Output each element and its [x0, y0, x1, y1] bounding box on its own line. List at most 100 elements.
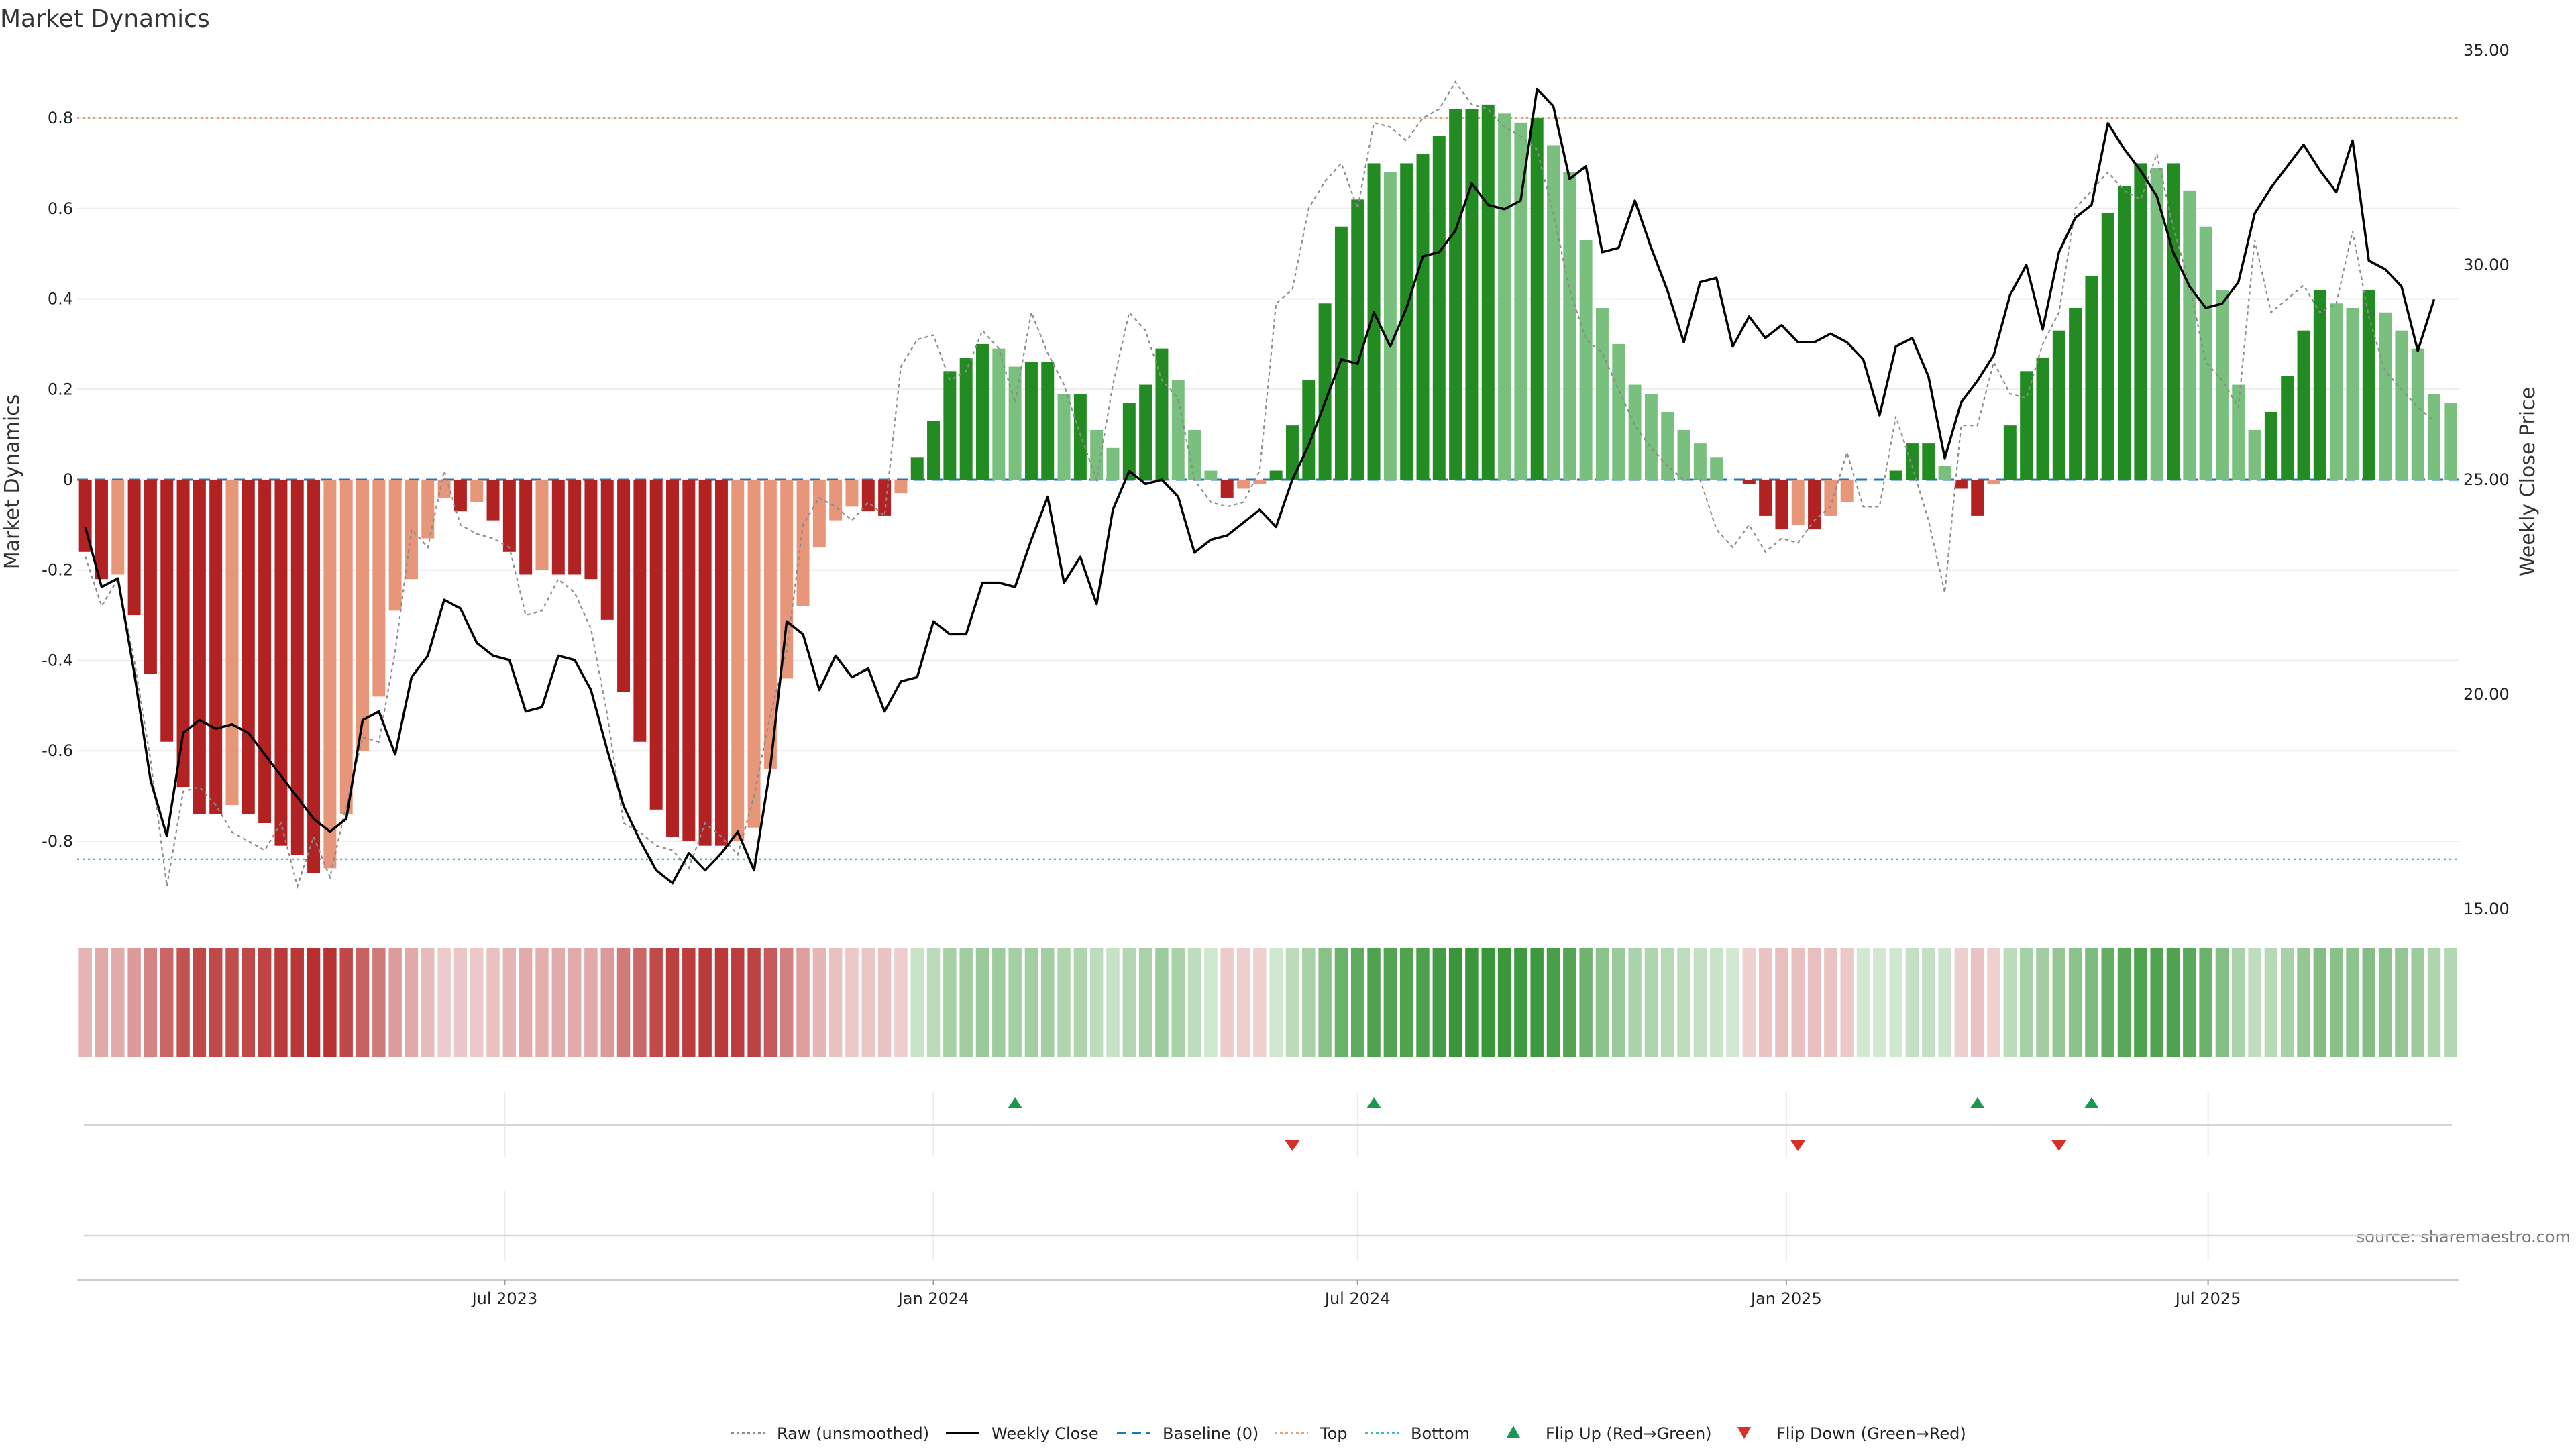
dynamics-bar: [127, 480, 141, 616]
right-tick-label: 15.00: [2463, 900, 2510, 918]
legend-label: Raw (unsmoothed): [777, 1424, 929, 1443]
dynamics-bar: [388, 480, 402, 611]
heat-cell: [1351, 948, 1364, 1057]
heat-cell: [356, 948, 370, 1057]
dynamics-bar: [1334, 226, 1348, 480]
dynamics-bar: [1808, 480, 1821, 530]
heat-cell: [1220, 948, 1234, 1057]
right-tick-label: 20.00: [2463, 685, 2510, 704]
dynamics-bar: [682, 480, 696, 841]
legend-item-bottom: Bottom: [1365, 1424, 1470, 1443]
dynamics-bar: [1579, 239, 1593, 480]
heat-cell: [1399, 948, 1413, 1057]
dynamics-bar: [1547, 145, 1560, 480]
heat-cell: [1024, 948, 1038, 1057]
heat-cell: [1089, 948, 1104, 1057]
heat-cell: [1742, 948, 1756, 1057]
heat-cell: [274, 948, 288, 1057]
left-tick-label: 0.8: [48, 109, 73, 127]
heat-cell: [160, 948, 174, 1057]
heat-cell: [1791, 948, 1805, 1057]
heat-cell: [2329, 948, 2343, 1057]
heat-cell: [714, 948, 729, 1057]
dynamics-bar: [258, 480, 272, 823]
dynamics-bar: [1024, 362, 1038, 480]
dynamics-bar: [2297, 330, 2310, 480]
dynamics-bar: [1759, 480, 1772, 516]
heat-cell: [2280, 948, 2294, 1057]
dynamics-bar: [2020, 371, 2033, 480]
heat-cell: [193, 948, 207, 1057]
dynamics-bar: [307, 480, 321, 873]
dynamics-bar: [1351, 199, 1364, 480]
heat-cell: [1514, 948, 1527, 1057]
heat-cell: [2117, 948, 2131, 1057]
dynamics-bar: [1090, 429, 1104, 480]
flip-down-marker: [2051, 1140, 2067, 1151]
dynamics-bar: [1710, 457, 1723, 480]
left-axis-ticks: -0.8 -0.6 -0.4 -0.2 0 0.2 0.4 0.6 0.8: [42, 109, 73, 851]
heat-cell: [698, 948, 712, 1057]
dynamics-bar: [1057, 394, 1071, 480]
heat-cell: [910, 948, 924, 1057]
heat-cell: [78, 948, 92, 1057]
source-note: source: sharemaestro.com: [2357, 1228, 2571, 1246]
heat-cell: [1367, 948, 1381, 1057]
dynamics-bar: [2101, 213, 2114, 480]
heat-cell: [2134, 948, 2147, 1057]
heat-cell: [1612, 948, 1625, 1057]
flip-up-marker: [1970, 1097, 1985, 1108]
heat-cell: [2150, 948, 2163, 1057]
heat-cell: [926, 948, 941, 1057]
right-axis-title: Weekly Close Price: [2516, 387, 2540, 576]
left-tick-label: 0: [63, 470, 73, 489]
heat-cell: [1041, 948, 1055, 1057]
legend-swatch: [1507, 1426, 1520, 1438]
regime-heatmap-strip: [78, 948, 2457, 1057]
heat-cell: [616, 948, 631, 1057]
dynamics-bar: [763, 480, 777, 769]
raw-series: [85, 80, 2435, 890]
heat-cell: [1481, 948, 1495, 1057]
heat-cell: [1677, 948, 1690, 1057]
dynamics-bar: [2003, 425, 2017, 480]
weekly-close-line: [84, 87, 2436, 885]
dynamics-bar: [2150, 168, 2163, 480]
dynamics-bar: [617, 480, 631, 692]
heat-cell: [682, 948, 696, 1057]
heat-cell: [2248, 948, 2261, 1057]
dynamics-bar: [1922, 443, 1935, 480]
heat-cell: [1008, 948, 1022, 1057]
dynamics-bar: [1563, 172, 1576, 480]
legend-label: Flip Up (Red→Green): [1546, 1424, 1712, 1443]
dynamics-bar: [111, 480, 125, 575]
dynamics-bar: [845, 480, 859, 507]
dynamics-bar: [356, 480, 369, 751]
heat-cell: [1122, 948, 1136, 1057]
legend-item-price: Weekly Close: [946, 1424, 1099, 1443]
legend-item-raw: Raw (unsmoothed): [731, 1424, 929, 1443]
heat-cell: [111, 948, 125, 1057]
dynamics-bar: [666, 480, 679, 837]
heat-cell: [307, 948, 321, 1057]
dynamics-bar: [1889, 470, 1902, 480]
dynamics-bar: [731, 480, 745, 841]
heat-cell: [2232, 948, 2245, 1057]
heat-cell: [1660, 948, 1674, 1057]
dynamics-bar: [992, 348, 1006, 480]
dynamics-bar: [1155, 348, 1169, 480]
heat-cell: [1448, 948, 1462, 1057]
dynamics-bar: [1987, 480, 2000, 484]
heat-cell: [1416, 948, 1430, 1057]
dynamics-bar: [339, 480, 353, 814]
dynamics-bar: [1775, 480, 1788, 530]
dynamics-bar: [1644, 394, 1658, 480]
dynamics-bar: [2264, 411, 2277, 480]
heat-cell: [1775, 948, 1788, 1057]
heat-cell: [763, 948, 777, 1057]
heat-cell: [437, 948, 451, 1057]
heat-cell: [568, 948, 582, 1057]
dynamics-bar: [829, 480, 843, 521]
